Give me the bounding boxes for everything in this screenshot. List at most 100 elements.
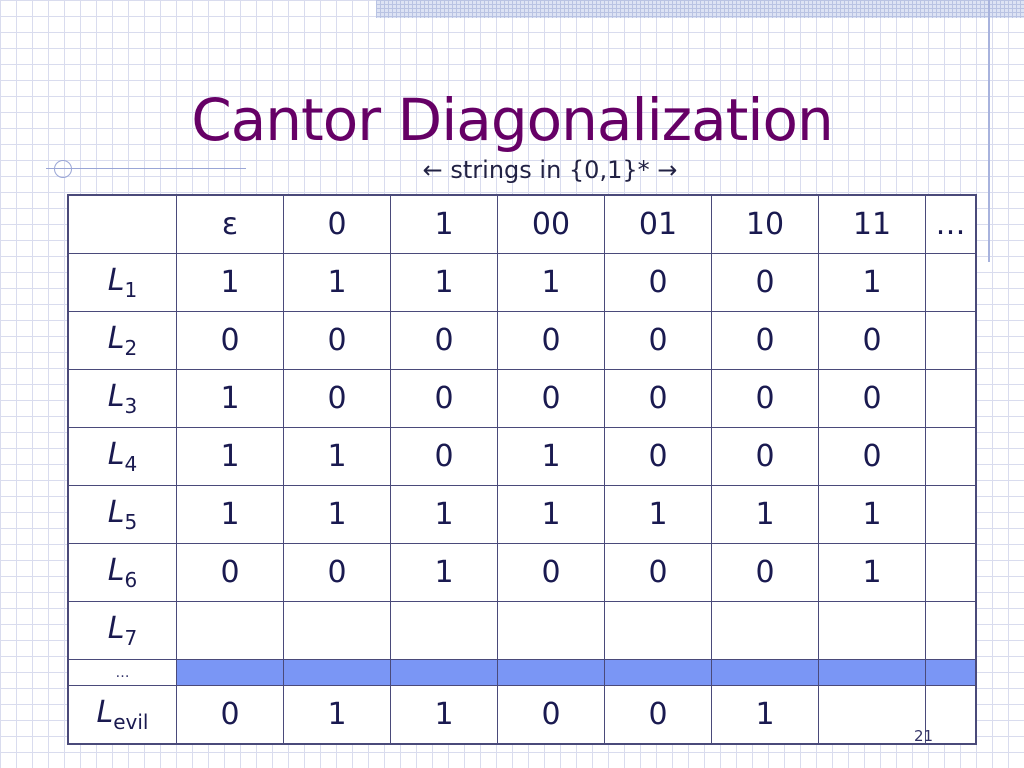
diagonal-cell: 0	[711, 543, 819, 602]
table-cell	[283, 601, 391, 660]
table-cell: 0	[711, 369, 819, 428]
crosshair-ornament	[54, 160, 72, 178]
ellipsis-cell	[925, 659, 977, 686]
column-header: 01	[604, 194, 712, 254]
column-header: 1	[390, 194, 498, 254]
table-cell: 1	[818, 485, 926, 544]
table-cell: 0	[818, 427, 926, 486]
ellipsis-cell	[283, 659, 391, 686]
language-symbol: L	[107, 437, 125, 472]
diagonal-cell: 1	[497, 427, 605, 486]
table-cell	[925, 485, 977, 544]
table-cell	[925, 543, 977, 602]
table-cell: 0	[497, 543, 605, 602]
table-cell: 0	[176, 543, 284, 602]
ellipsis-label: …	[67, 659, 177, 686]
language-subscript: 1	[124, 278, 138, 302]
page-number: 21	[914, 727, 934, 745]
table-cell: 0	[604, 543, 712, 602]
table-cell: 1	[176, 369, 284, 428]
table-row: L6 0 0 1 0 0 0 1	[67, 543, 977, 602]
evil-cell: 0	[497, 685, 605, 745]
language-subscript: 5	[124, 510, 138, 534]
column-header: 0	[283, 194, 391, 254]
table-cell	[604, 601, 712, 660]
language-symbol: L	[107, 263, 125, 298]
diagonal-cell: 1	[176, 253, 284, 312]
table-cell: 0	[604, 311, 712, 370]
table-cell: 1	[818, 253, 926, 312]
row-label: L7	[67, 601, 177, 660]
row-label: L3	[67, 369, 177, 428]
table-cell: 0	[604, 427, 712, 486]
language-symbol: L	[96, 695, 114, 730]
evil-cell: 1	[283, 685, 391, 745]
table-cell: 1	[176, 485, 284, 544]
language-symbol: L	[107, 611, 125, 646]
diagonalization-table: ε 0 1 00 01 10 11… L1 1 1 1 1 0 0 1 L2 0 0 0 0 0 0 0 L3 1 0 0 0 0 0 0 L…	[67, 194, 977, 745]
diagonal-cell: 0	[283, 311, 391, 370]
table-row: L1 1 1 1 1 0 0 1	[67, 253, 977, 312]
slide-subtitle: ← strings in {0,1}* →	[422, 156, 678, 184]
evil-cell: 0	[604, 685, 712, 745]
diagonal-cell: 0	[390, 369, 498, 428]
language-symbol: L	[107, 379, 125, 414]
table-cell: 0	[818, 369, 926, 428]
ellipsis-cell	[818, 659, 926, 686]
row-label: L4	[67, 427, 177, 486]
table-cell	[925, 427, 977, 486]
table-cell: 1	[818, 543, 926, 602]
column-header: ε	[176, 194, 284, 254]
table-cell: 1	[711, 485, 819, 544]
table-cell: 0	[497, 369, 605, 428]
language-symbol: L	[107, 321, 125, 356]
column-header: 11	[818, 194, 926, 254]
table-cell	[711, 601, 819, 660]
table-cell: 1	[283, 485, 391, 544]
column-header: 00	[497, 194, 605, 254]
table-cell: 0	[604, 253, 712, 312]
top-decorative-band	[376, 0, 1024, 18]
table-cell: 0	[818, 311, 926, 370]
row-label: L1	[67, 253, 177, 312]
language-symbol: L	[107, 553, 125, 588]
table-cell: 0	[390, 427, 498, 486]
corner-cell	[67, 194, 177, 254]
table-cell	[925, 311, 977, 370]
ellipsis-cell	[497, 659, 605, 686]
ellipsis-cell	[390, 659, 498, 686]
table-row: L7	[67, 601, 977, 660]
table-cell: 1	[283, 253, 391, 312]
table-cell: 1	[497, 485, 605, 544]
evil-cell: 0	[176, 685, 284, 745]
table-cell	[497, 601, 605, 660]
row-label: L6	[67, 543, 177, 602]
ellipsis-row: …	[67, 659, 977, 686]
table-cell: 0	[711, 253, 819, 312]
language-subscript: 6	[124, 568, 138, 592]
header-row: ε 0 1 00 01 10 11…	[67, 194, 977, 254]
table-cell: 1	[497, 253, 605, 312]
table-cell: 0	[604, 369, 712, 428]
language-subscript: 7	[124, 626, 138, 650]
table-cell: 0	[390, 311, 498, 370]
language-subscript: evil	[113, 710, 149, 734]
ellipsis-cell	[176, 659, 284, 686]
table-cell: 1	[283, 427, 391, 486]
evil-cell	[925, 685, 977, 745]
table-cell	[925, 601, 977, 660]
table-row: L5 1 1 1 1 1 1 1	[67, 485, 977, 544]
table-cell: 1	[390, 543, 498, 602]
evil-cell: 1	[390, 685, 498, 745]
language-subscript: 3	[124, 394, 138, 418]
language-subscript: 4	[124, 452, 138, 476]
left-decorative-line	[46, 168, 246, 169]
table-cell	[925, 253, 977, 312]
table-cell: 1	[390, 485, 498, 544]
table-cell: 1	[390, 253, 498, 312]
diagonal-cell: 1	[604, 485, 712, 544]
table-cell: 0	[711, 427, 819, 486]
table-cell: 0	[176, 311, 284, 370]
table-row: L2 0 0 0 0 0 0 0	[67, 311, 977, 370]
evil-cell: 1	[711, 685, 819, 745]
